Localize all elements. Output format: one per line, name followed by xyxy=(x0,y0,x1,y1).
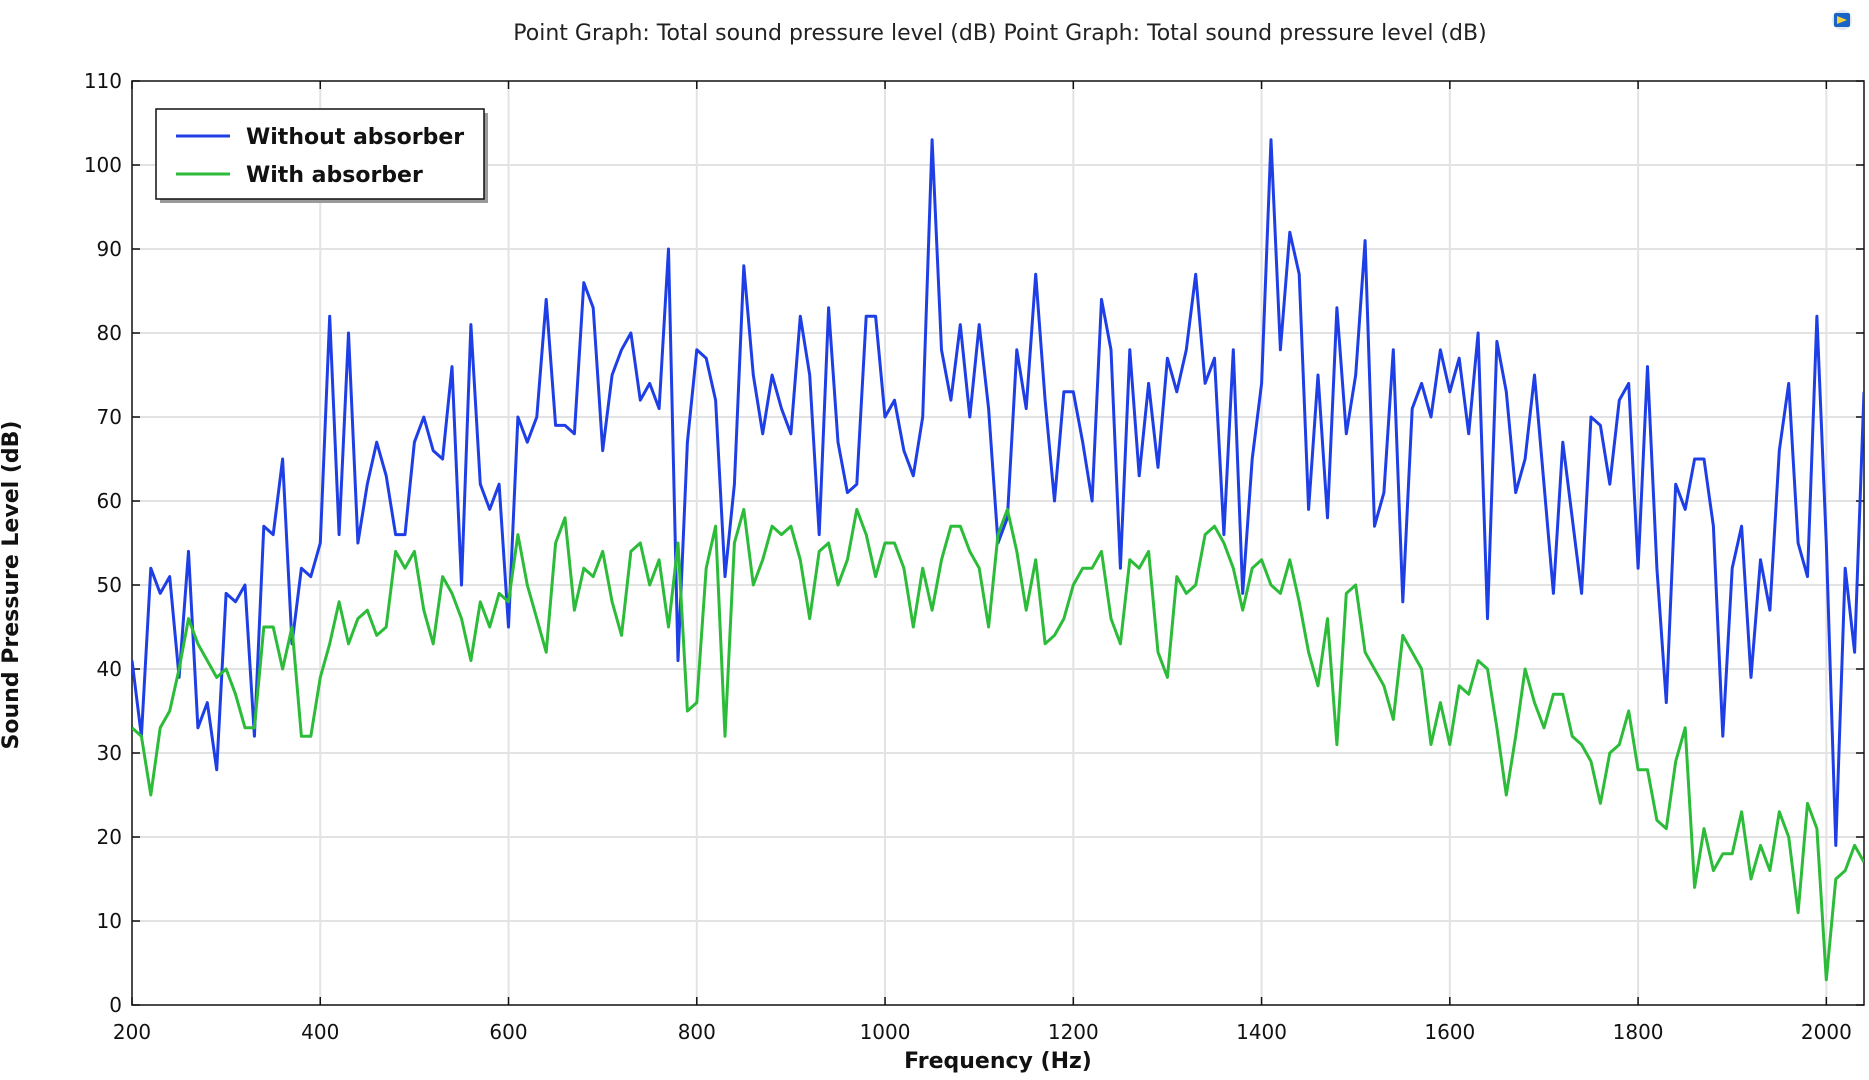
x-tick-label: 1200 xyxy=(1048,1020,1099,1044)
y-tick-label: 100 xyxy=(84,153,122,177)
comsol-logo-icon[interactable] xyxy=(1832,10,1852,30)
x-tick-label: 600 xyxy=(489,1020,527,1044)
y-tick-label: 10 xyxy=(97,909,122,933)
y-tick-label: 60 xyxy=(97,489,122,513)
x-axis-label: Frequency (Hz) xyxy=(904,1049,1092,1074)
y-tick-label: 0 xyxy=(109,993,122,1017)
x-axis: 200 400 600 800 1000 1200 1400 1600 1800 2000 xyxy=(113,81,1852,1044)
x-tick-label: 1400 xyxy=(1236,1020,1287,1044)
x-tick-label: 400 xyxy=(301,1020,339,1044)
y-tick-label: 110 xyxy=(84,69,122,93)
y-axis-label: Sound Pressure Level (dB) xyxy=(0,421,24,750)
chart-title: Point Graph: Total sound pressure level … xyxy=(513,21,1486,46)
y-tick-label: 80 xyxy=(97,321,122,345)
series-layer xyxy=(132,138,1864,982)
y-axis: 0 10 20 30 40 50 60 70 80 90 100 110 xyxy=(84,69,1864,1017)
y-tick-label: 40 xyxy=(97,657,122,681)
series-line-with-absorber xyxy=(132,507,1864,982)
y-tick-label: 30 xyxy=(97,741,122,765)
y-tick-label: 50 xyxy=(97,573,122,597)
y-tick-label: 70 xyxy=(97,405,122,429)
y-tick-label: 20 xyxy=(97,825,122,849)
x-tick-label: 2000 xyxy=(1801,1020,1852,1044)
x-tick-label: 1800 xyxy=(1613,1020,1664,1044)
x-tick-label: 200 xyxy=(113,1020,151,1044)
x-tick-label: 1000 xyxy=(860,1020,911,1044)
legend-entry: With absorber xyxy=(246,163,423,188)
y-tick-label: 90 xyxy=(97,237,122,261)
x-tick-label: 1600 xyxy=(1424,1020,1475,1044)
legend: Without absorber With absorber xyxy=(155,108,488,203)
plot-frame xyxy=(131,80,1865,1006)
legend-entry: Without absorber xyxy=(246,125,464,150)
x-tick-label: 800 xyxy=(678,1020,716,1044)
series-line-without-absorber xyxy=(132,138,1864,847)
